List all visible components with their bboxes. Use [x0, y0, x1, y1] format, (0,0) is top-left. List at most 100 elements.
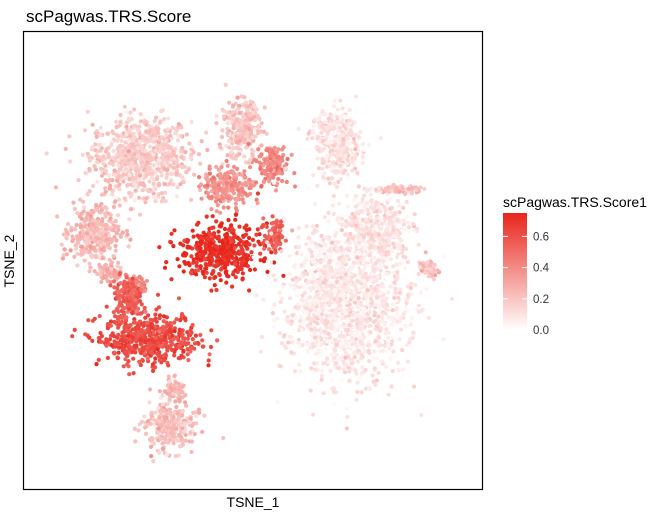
cell-point	[128, 207, 133, 212]
cell-point	[396, 360, 401, 365]
cell-point	[236, 193, 241, 198]
cell-point	[330, 240, 335, 245]
cell-point	[156, 157, 161, 162]
cell-point	[356, 135, 362, 140]
cell-point	[344, 406, 349, 411]
cell-point	[67, 134, 72, 139]
cell-point	[296, 263, 301, 269]
cell-point	[121, 364, 126, 369]
cell-point	[335, 107, 340, 112]
cell-point	[237, 152, 242, 157]
cell-point	[173, 127, 178, 132]
cell-point	[99, 247, 104, 252]
cell-point	[88, 265, 93, 270]
cell-point	[229, 188, 234, 193]
cell-point	[111, 131, 116, 136]
cell-point	[389, 335, 394, 340]
cell-point	[247, 288, 252, 293]
cell-point	[127, 177, 132, 182]
cell-point	[328, 322, 334, 327]
cell-point	[103, 214, 108, 219]
cell-point	[311, 259, 316, 264]
cell-point	[138, 338, 143, 343]
cell-point	[172, 228, 177, 233]
cell-point	[401, 311, 406, 316]
cell-point	[250, 237, 255, 242]
cell-point	[369, 277, 374, 282]
cell-point	[282, 217, 287, 222]
cell-point	[205, 236, 210, 241]
cell-point	[188, 328, 193, 333]
cell-point	[138, 362, 143, 368]
cell-point	[117, 187, 122, 192]
cell-point	[189, 270, 194, 275]
cell-point	[355, 344, 360, 349]
cell-point	[333, 348, 338, 353]
cell-point	[106, 151, 111, 156]
cell-point	[111, 162, 116, 167]
cell-point	[386, 392, 391, 397]
cell-point	[323, 254, 328, 259]
cell-point	[157, 137, 162, 142]
cell-point	[272, 145, 277, 150]
cell-point	[299, 327, 304, 332]
cell-point	[224, 280, 229, 285]
cell-point	[162, 166, 167, 171]
cell-point	[343, 328, 348, 333]
cell-point	[376, 370, 381, 375]
cell-point	[117, 203, 122, 208]
cell-point	[175, 164, 181, 169]
cell-point	[191, 257, 196, 262]
cell-point	[88, 244, 93, 249]
cell-point	[319, 112, 324, 117]
cell-point	[113, 199, 118, 204]
cell-point	[198, 188, 203, 193]
cell-point	[243, 180, 248, 185]
cell-point	[163, 199, 168, 204]
cell-point	[329, 232, 334, 237]
cell-point	[159, 109, 164, 114]
cell-point	[127, 190, 132, 195]
cell-point	[316, 354, 321, 359]
cell-point	[163, 337, 168, 342]
cell-point	[143, 200, 148, 205]
cell-point	[77, 214, 82, 219]
cell-point	[274, 220, 279, 225]
cell-point	[358, 375, 363, 380]
cell-point	[229, 239, 234, 244]
cell-point	[361, 258, 366, 263]
cell-point	[319, 301, 324, 306]
cell-point	[73, 227, 78, 232]
cell-point	[361, 313, 366, 319]
cell-point	[338, 133, 343, 138]
cell-point	[362, 346, 367, 351]
cell-point	[139, 287, 144, 292]
cell-point	[135, 324, 140, 329]
cell-point	[90, 318, 95, 323]
cell-point	[346, 336, 351, 341]
cell-point	[137, 294, 142, 299]
cell-point	[341, 137, 346, 142]
cell-point	[126, 161, 131, 166]
cell-point	[99, 208, 105, 213]
cell-point	[258, 251, 263, 256]
cell-point	[398, 261, 403, 266]
cell-point	[332, 402, 337, 407]
cell-point	[153, 324, 158, 329]
cell-point	[110, 188, 115, 193]
cell-point	[262, 246, 267, 251]
cell-point	[108, 274, 113, 279]
cell-point	[71, 200, 76, 205]
cell-point	[108, 238, 113, 243]
cell-point	[134, 343, 139, 348]
cell-point	[129, 282, 135, 287]
cell-point	[106, 226, 112, 231]
cell-point	[319, 130, 324, 135]
cell-point	[331, 193, 336, 199]
cell-point	[99, 272, 104, 277]
cell-point	[321, 296, 326, 301]
cell-point	[245, 108, 251, 113]
cell-point	[131, 181, 136, 186]
cell-point	[85, 109, 90, 114]
cell-point	[226, 205, 231, 210]
